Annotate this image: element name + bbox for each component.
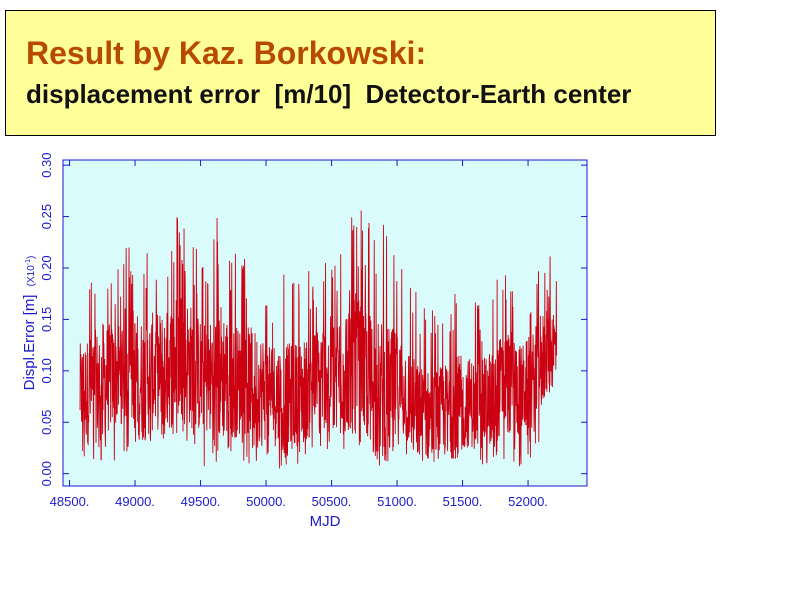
x-axis-label: MJD — [310, 513, 341, 530]
series-layer — [79, 210, 558, 469]
x-tick-label: 48500. — [50, 494, 90, 509]
y-tick-label: 0.25 — [39, 204, 54, 229]
x-tick-label: 49000. — [115, 494, 155, 509]
y-tick-label: 0.20 — [39, 255, 54, 280]
y-tick-label: 0.00 — [39, 461, 54, 486]
x-tick-label: 50000. — [246, 494, 286, 509]
y-axis-label-group: Displ.Error [m] (X10-1) — [21, 256, 38, 391]
slide-subtitle: displacement error [m/10] Detector-Earth… — [26, 79, 632, 109]
x-tick-label: 49500. — [181, 494, 221, 509]
y-tick-label: 0.30 — [39, 152, 54, 177]
x-tick-label: 51500. — [443, 494, 483, 509]
y-tick-label: 0.15 — [39, 307, 54, 332]
y-axis-ticks: 0.00 0.05 0.10 0.15 0.20 0.25 0.30 — [39, 152, 587, 486]
y-axis-label: Displ.Error [m] (X10-1) — [21, 256, 38, 391]
y-axis-multiplier: (X10 — [26, 265, 37, 287]
x-tick-label: 51000. — [377, 494, 417, 509]
x-tick-label: 52000. — [508, 494, 548, 509]
y-tick-label: 0.05 — [39, 410, 54, 435]
title-box: Result by Kaz. Borkowski: displacement e… — [5, 10, 716, 136]
series-line — [79, 210, 558, 469]
y-axis-label-text: Displ.Error [m] — [21, 295, 38, 391]
x-axis-ticks: 48500. 49000. 49500. 50000. 50500. 51000. 5150… — [50, 160, 548, 509]
x-tick-label: 50500. — [312, 494, 352, 509]
y-axis-multiplier-close: ) — [26, 256, 37, 259]
y-axis-multiplier-exponent: -1 — [25, 259, 32, 265]
slide-title: Result by Kaz. Borkowski: — [26, 35, 427, 71]
y-tick-label: 0.10 — [39, 358, 54, 383]
